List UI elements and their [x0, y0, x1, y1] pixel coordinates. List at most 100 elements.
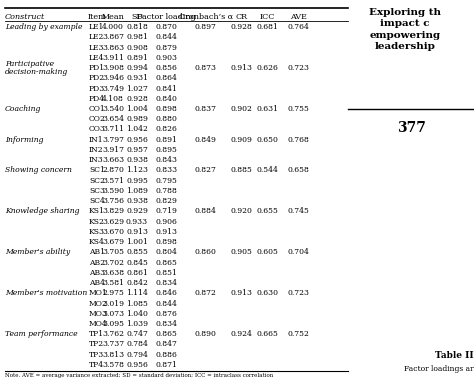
Text: MO4: MO4 [89, 320, 108, 328]
Text: PD3: PD3 [89, 85, 105, 93]
Text: 0.886: 0.886 [155, 351, 177, 359]
Text: 4.000: 4.000 [102, 23, 124, 31]
Text: IN1: IN1 [89, 136, 103, 144]
Text: 1.004: 1.004 [126, 105, 148, 113]
Text: 377: 377 [397, 121, 426, 134]
Text: AB1: AB1 [89, 249, 105, 256]
Text: SC2: SC2 [89, 177, 105, 185]
Text: 0.994: 0.994 [126, 64, 148, 72]
Text: 3.829: 3.829 [102, 207, 124, 215]
Text: KS2: KS2 [89, 218, 105, 226]
Text: 0.837: 0.837 [195, 105, 217, 113]
Text: 0.864: 0.864 [155, 74, 177, 82]
Text: 1.114: 1.114 [126, 289, 148, 297]
Text: CO3: CO3 [89, 125, 106, 134]
Text: 0.723: 0.723 [288, 64, 310, 72]
Text: Exploring th
impact c
empowering
leadership: Exploring th impact c empowering leaders… [369, 8, 441, 51]
Text: 0.843: 0.843 [155, 156, 177, 164]
Text: 0.938: 0.938 [126, 156, 148, 164]
Text: 0.913: 0.913 [231, 64, 253, 72]
Text: Member's motivation: Member's motivation [5, 289, 87, 297]
Text: 3.911: 3.911 [102, 54, 124, 62]
Text: SC3: SC3 [89, 187, 105, 195]
Text: 0.650: 0.650 [257, 136, 279, 144]
Text: 3.917: 3.917 [102, 146, 124, 154]
Text: 0.920: 0.920 [231, 207, 253, 215]
Text: CR: CR [236, 13, 248, 21]
Text: 0.989: 0.989 [126, 115, 148, 123]
Text: IN2: IN2 [89, 146, 103, 154]
Text: Table II: Table II [436, 350, 474, 359]
Text: 0.630: 0.630 [256, 289, 279, 297]
Text: PD1: PD1 [89, 64, 105, 72]
Text: 0.895: 0.895 [155, 146, 177, 154]
Text: Coaching: Coaching [5, 105, 41, 113]
Text: Showing concern: Showing concern [5, 167, 72, 174]
Text: PD2: PD2 [89, 74, 105, 82]
Text: 0.665: 0.665 [257, 330, 279, 338]
Text: 0.871: 0.871 [155, 361, 177, 369]
Text: Team performance: Team performance [5, 330, 77, 338]
Text: 0.818: 0.818 [126, 23, 148, 31]
Text: 3.908: 3.908 [102, 64, 124, 72]
Text: LE1: LE1 [89, 23, 104, 31]
Text: Participative
decision-making: Participative decision-making [5, 60, 68, 76]
Text: 0.704: 0.704 [288, 249, 310, 256]
Text: 0.755: 0.755 [288, 105, 310, 113]
Text: LE2: LE2 [89, 33, 104, 41]
Text: 0.752: 0.752 [288, 330, 310, 338]
Text: TP1: TP1 [89, 330, 104, 338]
Text: 4.108: 4.108 [102, 95, 124, 103]
Text: 0.841: 0.841 [155, 85, 177, 93]
Text: Factor loadings ar: Factor loadings ar [404, 365, 474, 374]
Text: CO1: CO1 [89, 105, 106, 113]
Text: KS1: KS1 [89, 207, 105, 215]
Text: AB2: AB2 [89, 259, 105, 267]
Text: 0.902: 0.902 [231, 105, 253, 113]
Text: 3.663: 3.663 [102, 156, 124, 164]
Text: 0.844: 0.844 [155, 33, 177, 41]
Text: MO3: MO3 [89, 310, 108, 318]
Text: KS3: KS3 [89, 228, 105, 236]
Text: 0.870: 0.870 [155, 23, 177, 31]
Text: 0.909: 0.909 [231, 136, 253, 144]
Text: 0.745: 0.745 [288, 207, 310, 215]
Text: 0.723: 0.723 [288, 289, 310, 297]
Text: MO2: MO2 [89, 299, 108, 308]
Text: 3.867: 3.867 [102, 33, 124, 41]
Text: 0.995: 0.995 [126, 177, 148, 185]
Text: 2.870: 2.870 [102, 167, 124, 174]
Text: 0.876: 0.876 [155, 310, 177, 318]
Text: 0.938: 0.938 [126, 197, 148, 205]
Text: 0.788: 0.788 [155, 187, 177, 195]
Text: 0.846: 0.846 [155, 289, 177, 297]
Text: 3.095: 3.095 [102, 320, 124, 328]
Text: 3.749: 3.749 [102, 85, 124, 93]
Text: 0.834: 0.834 [155, 279, 177, 287]
Text: 2.975: 2.975 [102, 289, 124, 297]
Text: 0.626: 0.626 [257, 64, 279, 72]
Text: 0.847: 0.847 [155, 341, 177, 348]
Text: AVE: AVE [290, 13, 307, 21]
Text: PD4: PD4 [89, 95, 105, 103]
Text: 0.544: 0.544 [257, 167, 279, 174]
Text: 0.768: 0.768 [288, 136, 310, 144]
Text: AB4: AB4 [89, 279, 105, 287]
Text: 3.797: 3.797 [102, 136, 124, 144]
Text: 1.027: 1.027 [126, 85, 148, 93]
Text: 0.898: 0.898 [155, 105, 177, 113]
Text: 0.845: 0.845 [126, 259, 148, 267]
Text: TP3: TP3 [89, 351, 104, 359]
Text: 0.913: 0.913 [126, 228, 148, 236]
Text: 3.756: 3.756 [102, 197, 124, 205]
Text: SD: SD [131, 13, 143, 21]
Text: 0.631: 0.631 [256, 105, 279, 113]
Text: 0.840: 0.840 [155, 95, 177, 103]
Text: 0.865: 0.865 [155, 330, 177, 338]
Text: Leading by example: Leading by example [5, 23, 82, 31]
Text: 0.605: 0.605 [257, 249, 279, 256]
Text: 0.860: 0.860 [195, 249, 217, 256]
Text: 0.897: 0.897 [195, 23, 217, 31]
Text: 3.590: 3.590 [102, 187, 124, 195]
Text: 1.089: 1.089 [126, 187, 148, 195]
